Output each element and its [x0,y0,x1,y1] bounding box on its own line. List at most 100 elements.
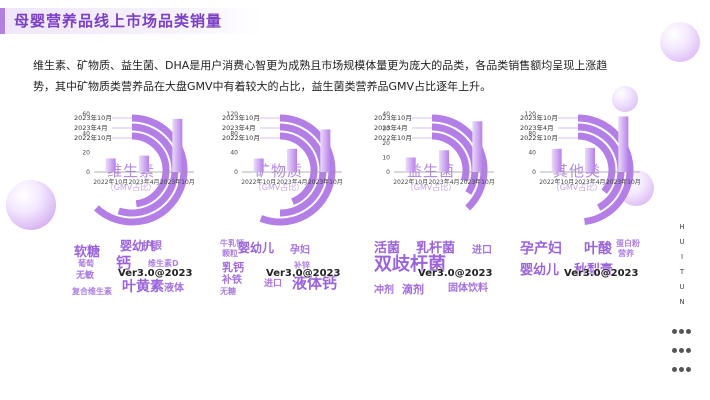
title-bar [0,8,262,34]
category-panel: 2023年10月 2023年4月 2022年10月 矿物质 （GMV占比） 婴幼儿 孕妇 乳钙… [220,108,366,398]
brand-letter: U [679,283,685,291]
word-cloud-term: 婴幼儿 [238,241,275,255]
ring-year-label: 2023年10月 [222,113,260,122]
word-cloud-term: 营养 [618,249,634,258]
y-tick-label: 80 [230,130,238,137]
word-cloud-term: 无糖 [220,287,236,296]
word-cloud-term: 钙 [116,254,132,272]
ring-year-label: 2023年4月 [222,123,256,132]
intro-line-2: 势，其中矿物质类营养品在大盘GMV中有着较大的占比，益生菌类营养品GMV占比逐年… [33,80,492,93]
word-cloud-term: 孕产妇 [520,241,562,257]
word-cloud-term: 乳杆菌 [416,241,456,256]
word-cloud-term: 冲剂 [374,285,394,296]
category-panel: 2023年10月 2023年4月 2022年10月 其他类 （GMV占比） 孕产妇 叶酸 婴幼… [518,108,664,398]
brand-letter: H [679,223,685,231]
y-tick-label: 60 [82,111,90,118]
bar [405,157,416,172]
page-title: 母婴营养品线上市场品类销量 [14,12,223,30]
word-cloud-term: 葡萄 [78,259,94,268]
y-tick-label: 120 [525,111,537,118]
y-tick-label: 20 [82,150,90,157]
x-tick-label: 2023年4月 [574,178,605,186]
x-tick-label: 2023年10月 [606,178,641,186]
y-tick-label: 120 [227,111,239,118]
y-tick-label: 30 [382,126,390,133]
word-cloud-term: 滴剂 [402,283,424,296]
word-cloud-term: 双歧杆菌 [374,254,446,275]
word-cloud-term: 婴幼儿 [120,239,157,253]
y-tick-label: 0 [386,169,390,176]
word-cloud-term: 活菌 [374,241,401,256]
decor-bubble [660,22,700,62]
y-tick-label: 40 [528,150,536,157]
word-cloud-term: 孕妇 [290,245,310,256]
x-tick-label: 2023年10月 [460,178,495,186]
bar [618,116,629,172]
word-cloud: 活菌 乳杆菌 进口 双歧杆菌 冲剂 滴剂 固体饮料 Ver3.0@2023 [372,236,518,314]
bar [105,158,116,172]
word-cloud-term: 牛乳钙 [220,239,244,248]
bar-chart: 0 10 20 30 40 2022年10月 2023年4月 2023年10月 [382,111,495,186]
ring-year-label: 2023年10月 [374,113,412,122]
watermark: Ver3.0@2023 [564,268,639,279]
bar [472,121,483,172]
y-tick-label: 40 [382,111,390,118]
x-tick-label: 2023年4月 [428,178,459,186]
bar-chart: 0 20 40 60 2022年10月 2023年4月 2023年10月 [82,111,194,186]
ring-year-label: 2023年10月 [74,113,112,122]
word-cloud-term: 秋梨膏 [574,263,614,278]
ring-year-label: 2023年10月 [520,113,558,122]
word-cloud-term: 液体钙 [292,274,338,292]
word-cloud: 婴幼儿 孕妇 乳钙 补铁 进口 液体钙 牛乳钙 无糖 补锌 颗粒 Ver3.0@2023 [220,236,366,314]
word-cloud-term: 叶酸 [584,241,612,257]
bar [439,150,449,172]
word-cloud-term: 软糖 [74,245,101,260]
word-cloud-term: 叶黄素 [122,279,164,295]
intro-text: 维生素、矿物质、益生菌、DHA是用户消费心智更为成熟且市场规模体量更为庞大的品类… [33,55,663,97]
bar-chart: 0 40 80 120 2022年10月 2023年4月 2023年10月 [227,111,343,186]
word-cloud-term: 复合维生素 [72,287,112,296]
x-tick-label: 2023年4月 [276,178,307,186]
ring-arc [131,132,170,208]
word-cloud-term: 进口 [264,279,283,289]
y-tick-label: 80 [528,130,536,137]
category-subtitle: （GMV占比） [106,182,157,192]
brand-letter: U [679,238,685,246]
category-subtitle: （GMV占比） [552,182,603,192]
x-tick-label: 2022年10月 [393,178,428,186]
y-tick-label: 20 [382,140,390,147]
category-panel: 2023年10月 2023年4月 2022年10月 益生菌 （GMV占比） 活菌 乳杆菌 进口… [372,108,518,398]
y-tick-label: 0 [234,169,238,176]
ring-arc [431,123,479,195]
ring-year-label: 2022年10月 [520,133,558,142]
word-cloud-term: 蛋白粉 [616,239,640,248]
ring-year-label: 2023年4月 [520,123,554,132]
brand-vertical-text: H U I T U N [678,220,686,310]
word-cloud-term: 乳钙 [222,261,244,274]
bar [320,129,331,172]
y-tick-label: 10 [382,155,390,162]
brand-letter: I [680,253,684,261]
word-cloud-term: 婴幼儿 [520,263,560,278]
y-tick-label: 40 [82,130,90,137]
brand-letter: N [679,298,685,306]
ring-arc [259,114,336,226]
dots-grid [671,320,693,377]
decor-bubble [6,180,56,230]
watermark: Ver3.0@2023 [266,268,341,279]
word-cloud-term: 无敏 [76,271,95,281]
bar [551,148,562,172]
bar [585,147,595,172]
intro-line-1: 维生素、矿物质、益生菌、DHA是用户消费心智更为成熟且市场规模体量更为庞大的品类… [33,59,608,72]
word-cloud: 软糖 婴幼儿 护眼 叶黄素 钙液体 无敏 复合维生素 葡萄 维生素D Ver3.0@2023 [72,236,218,314]
category-subtitle: （GMV占比） [254,182,305,192]
ring-year-label: 2022年10月 [222,133,260,142]
word-cloud-term: 护眼 [142,241,162,252]
ring-year-label: 2023年4月 [374,123,408,132]
bar-chart: 0 40 80 120 2022年10月 2023年4月 2023年10月 [525,111,641,186]
y-tick-label: 0 [532,169,536,176]
x-tick-label: 2022年10月 [93,178,128,186]
ring-year-label: 2023年4月 [74,123,108,132]
decor-bubble [612,86,638,112]
